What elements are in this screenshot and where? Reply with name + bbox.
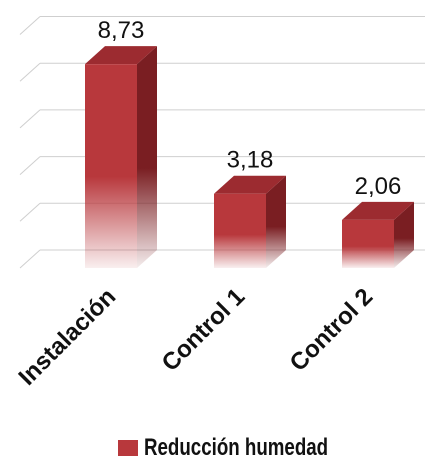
bar-top [214,175,286,194]
legend-swatch [118,440,138,456]
category-label: Instalación [13,283,121,391]
bar [342,201,414,268]
data-label: 3,18 [227,147,274,174]
bar-side [266,175,286,268]
data-labels: 8,73 3,18 2,06 [98,17,402,200]
bar-front [342,219,394,268]
bar-front [85,64,137,268]
bars [85,46,414,269]
grid-line [19,202,41,222]
bar-top [85,46,157,65]
category-label: Control 2 [285,283,379,377]
grid-line [19,62,41,82]
bar-top [342,201,414,220]
bar-side [394,201,414,268]
bar [214,175,286,268]
bar-side [137,46,157,269]
data-label: 2,06 [355,173,402,200]
legend: Reducción humedad [118,434,380,461]
legend-label: Reducción humedad [144,434,329,461]
bar-front [214,193,266,268]
grid-line [19,249,41,269]
grid-line [19,156,41,175]
grid-line [19,109,41,129]
bar [85,46,157,269]
grid-line [19,16,41,35]
category-axis-labels: Instalación Control 1 Control 2 [13,283,378,391]
category-label: Control 1 [157,283,251,377]
data-label: 8,73 [98,17,145,44]
